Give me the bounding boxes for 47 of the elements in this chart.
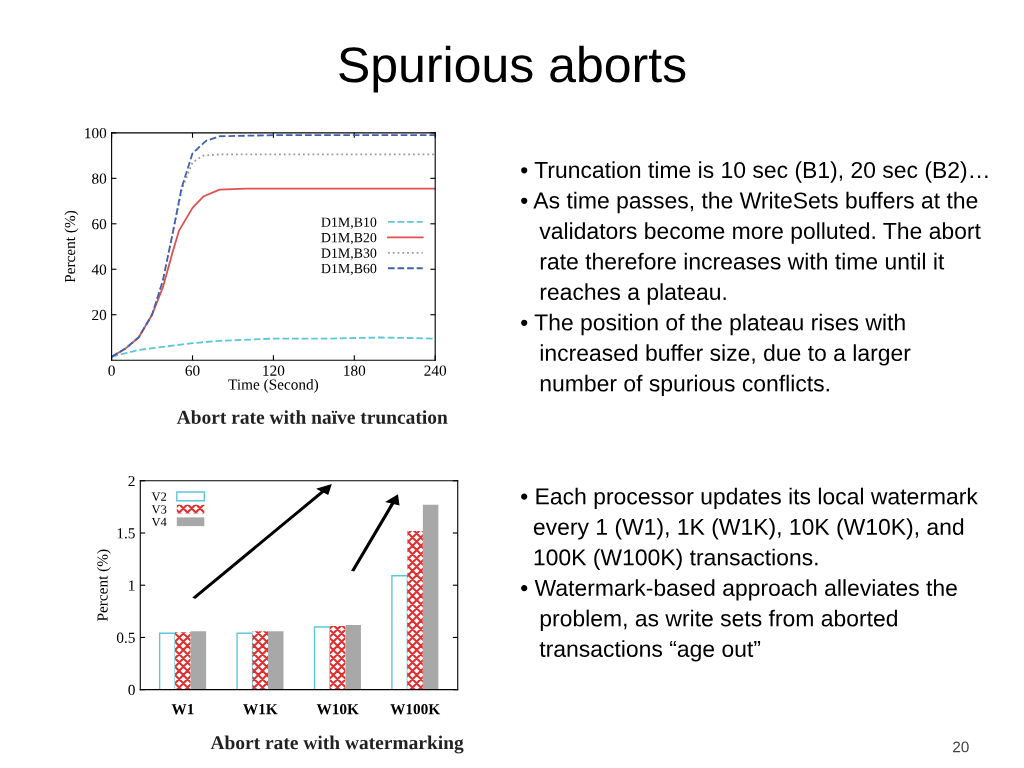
legend-label: D1M,B60 bbox=[321, 263, 377, 276]
x-tick-label: 240 bbox=[424, 365, 447, 376]
y-axis-title: Percent (%) bbox=[64, 210, 79, 283]
x-tick-label: 180 bbox=[344, 365, 366, 376]
y-tick-label: 1.5 bbox=[117, 528, 135, 539]
bar bbox=[236, 632, 254, 690]
x-tick-label: W1 bbox=[171, 704, 194, 715]
y-tick-label: 2 bbox=[128, 475, 135, 487]
legend-label: V4 bbox=[151, 517, 167, 527]
bar bbox=[252, 631, 269, 690]
bar bbox=[407, 530, 423, 690]
bar bbox=[175, 632, 191, 690]
text: 20 bbox=[953, 741, 969, 753]
bar bbox=[313, 626, 331, 690]
y-tick-label: 1 bbox=[129, 580, 135, 591]
legend-label: V3 bbox=[151, 505, 167, 514]
y-tick-label: 100 bbox=[85, 128, 107, 139]
y-tick-label: 0 bbox=[128, 684, 135, 696]
text: Abort rate with watermarking bbox=[210, 735, 464, 754]
y-tick-label: 20 bbox=[92, 309, 107, 321]
x-tick-label: W100K bbox=[390, 703, 441, 715]
y-tick-label: 0.5 bbox=[116, 632, 135, 643]
x-tick-label: 0 bbox=[108, 365, 115, 376]
text: Spurious aborts bbox=[339, 45, 686, 93]
legend-label: D1M,B20 bbox=[321, 232, 377, 245]
bar bbox=[268, 631, 284, 690]
bar bbox=[190, 631, 207, 690]
bar bbox=[391, 575, 409, 690]
x-tick-label: 120 bbox=[263, 365, 285, 376]
y-tick-label: 80 bbox=[92, 173, 107, 184]
x-tick-label: 60 bbox=[185, 365, 200, 376]
bar bbox=[158, 632, 176, 690]
y-axis-title: Percent (%) bbox=[96, 549, 111, 622]
x-tick-label: W10K bbox=[316, 703, 359, 715]
x-tick-label: W1K bbox=[243, 704, 278, 715]
legend-label: D1M,B10 bbox=[321, 217, 377, 229]
legend-label: D1M,B30 bbox=[321, 248, 377, 260]
y-tick-label: 60 bbox=[92, 218, 107, 230]
y-tick-label: 40 bbox=[91, 264, 107, 275]
bar bbox=[329, 625, 346, 690]
text: • Truncation time is 10 sec (B1), 20 sec (B2)… • As time passes, the WriteSets buffers at the validators become more polluted. The abort rate therefore increases with time until it reaches a plateau. • The position of the plateau rises with increased buffer size, due to a larger number of spurious conflicts. bbox=[521, 161, 988, 397]
x-axis-title: Time (Second) bbox=[228, 378, 319, 393]
bar bbox=[345, 624, 361, 690]
legend-label: V2 bbox=[151, 492, 167, 501]
text: • Each processor updates its local watermark every 1 (W1), 1K (W1K), 10K (W10K), and 100K (W100K) transactions. • Watermark-based approach alleviates the problem, as write sets from aborted transactions “age out” bbox=[521, 487, 978, 662]
text: Abort rate with naïve truncation bbox=[176, 410, 448, 424]
bar bbox=[422, 504, 439, 690]
